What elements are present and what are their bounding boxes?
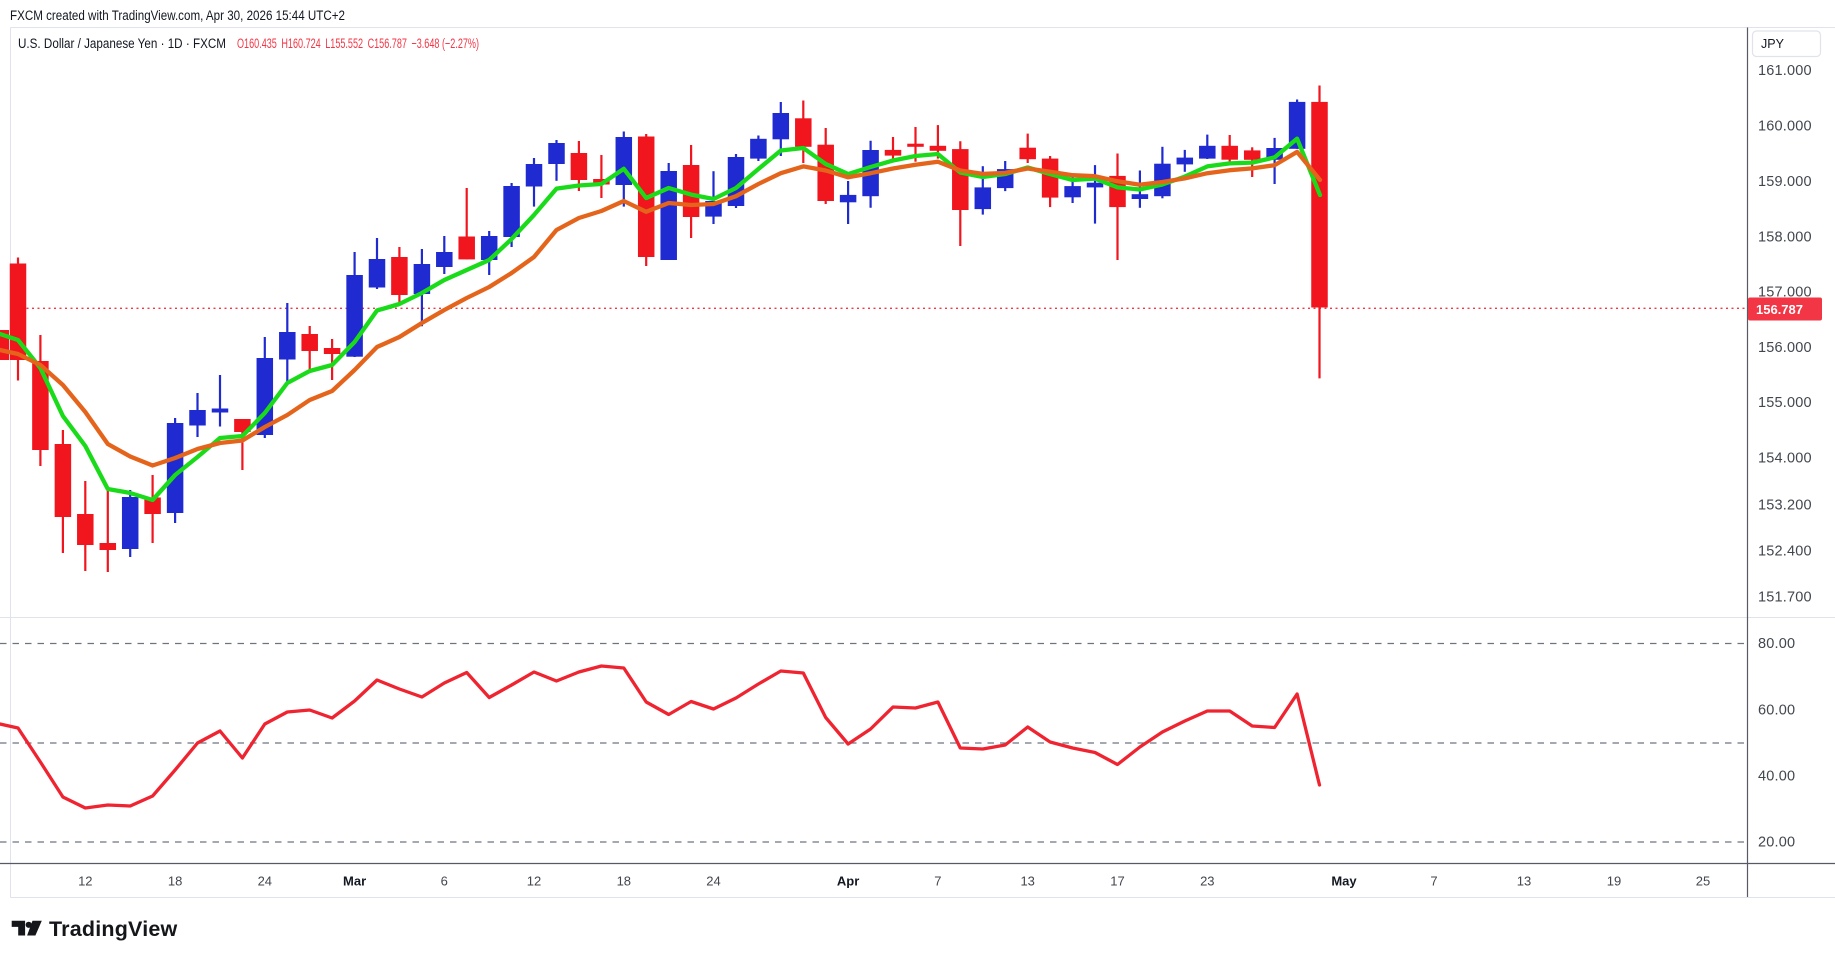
svg-text:FXCM created with TradingView.: FXCM created with TradingView.com, Apr 3… <box>10 8 345 23</box>
svg-text:May: May <box>1331 874 1357 889</box>
svg-text:6: 6 <box>441 874 448 889</box>
svg-text:160.000: 160.000 <box>1758 119 1812 135</box>
svg-text:159.000: 159.000 <box>1758 174 1812 190</box>
svg-text:Apr: Apr <box>837 874 859 889</box>
svg-text:40.00: 40.00 <box>1758 769 1795 785</box>
svg-text:153.200: 153.200 <box>1758 498 1812 514</box>
svg-text:161.000: 161.000 <box>1758 63 1812 79</box>
svg-text:18: 18 <box>617 874 631 889</box>
svg-text:U.S. Dollar / Japanese Yen · 1: U.S. Dollar / Japanese Yen · 1D · FXCM <box>18 36 226 51</box>
svg-text:23: 23 <box>1200 874 1214 889</box>
svg-text:152.400: 152.400 <box>1758 544 1812 560</box>
svg-text:151.700: 151.700 <box>1758 590 1812 606</box>
svg-text:158.000: 158.000 <box>1758 230 1812 246</box>
svg-text:7: 7 <box>1430 874 1437 889</box>
svg-text:19: 19 <box>1607 874 1621 889</box>
svg-text:13: 13 <box>1517 874 1531 889</box>
svg-text:TradingView: TradingView <box>49 917 178 941</box>
svg-text:7: 7 <box>934 874 941 889</box>
svg-text:24: 24 <box>706 874 720 889</box>
svg-text:18: 18 <box>168 874 182 889</box>
svg-text:60.00: 60.00 <box>1758 703 1795 719</box>
svg-text:154.000: 154.000 <box>1758 451 1812 467</box>
svg-text:156.000: 156.000 <box>1758 340 1812 356</box>
svg-text:JPY: JPY <box>1761 37 1785 51</box>
svg-text:25: 25 <box>1696 874 1710 889</box>
svg-text:20.00: 20.00 <box>1758 835 1795 851</box>
svg-text:13: 13 <box>1020 874 1034 889</box>
svg-text:12: 12 <box>78 874 92 889</box>
svg-text:Mar: Mar <box>343 874 366 889</box>
svg-text:17: 17 <box>1110 874 1124 889</box>
svg-text:157.000: 157.000 <box>1758 285 1812 301</box>
svg-text:O160.435 H160.724 L155.552 C15: O160.435 H160.724 L155.552 C156.787 −3.6… <box>237 36 479 51</box>
svg-text:80.00: 80.00 <box>1758 636 1795 652</box>
svg-text:155.000: 155.000 <box>1758 395 1812 411</box>
svg-text:156.787: 156.787 <box>1756 302 1803 317</box>
svg-text:24: 24 <box>258 874 272 889</box>
svg-text:12: 12 <box>527 874 541 889</box>
